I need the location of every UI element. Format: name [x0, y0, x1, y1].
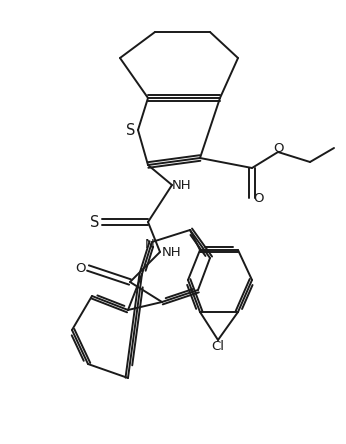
Text: NH: NH: [172, 178, 192, 191]
Text: Cl: Cl: [211, 341, 225, 353]
Text: O: O: [76, 262, 86, 274]
Text: S: S: [126, 123, 136, 138]
Text: NH: NH: [162, 246, 182, 258]
Text: O: O: [254, 191, 264, 205]
Text: O: O: [273, 142, 283, 155]
Text: S: S: [90, 214, 100, 230]
Text: N: N: [145, 238, 155, 250]
